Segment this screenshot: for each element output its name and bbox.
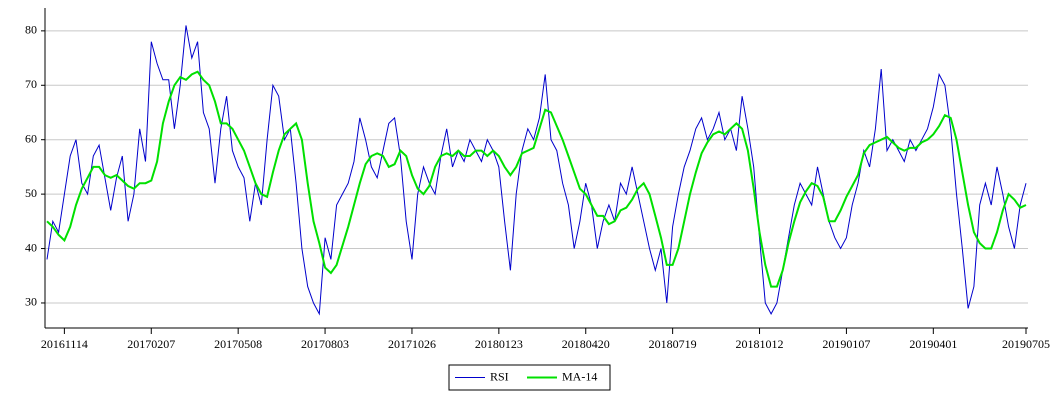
legend-label: MA-14 [562, 369, 597, 383]
x-tick-label: 20161114 [41, 337, 88, 351]
x-tick-label: 20180719 [649, 337, 697, 351]
y-tick-label: 40 [25, 240, 37, 254]
y-tick-label: 70 [25, 77, 37, 91]
legend-label: RSI [490, 369, 509, 383]
x-tick-label: 20170508 [214, 337, 262, 351]
y-tick-label: 60 [25, 131, 37, 145]
x-tick-label: 20190401 [909, 337, 957, 351]
x-tick-label: 20190705 [1002, 337, 1050, 351]
y-tick-label: 80 [25, 23, 37, 37]
x-tick-label: 20181012 [736, 337, 784, 351]
series-line [46, 25, 1027, 316]
y-tick-label: 50 [25, 186, 37, 200]
x-tick-label: 20190107 [822, 337, 870, 351]
x-tick-label: 20170803 [301, 337, 349, 351]
series-line [46, 70, 1027, 288]
y-tick-label: 30 [25, 295, 37, 309]
x-tick-label: 20180123 [475, 337, 523, 351]
x-tick-label: 20180420 [562, 337, 610, 351]
x-tick-label: 20170207 [127, 337, 175, 351]
x-tick-label: 20171026 [388, 337, 436, 351]
